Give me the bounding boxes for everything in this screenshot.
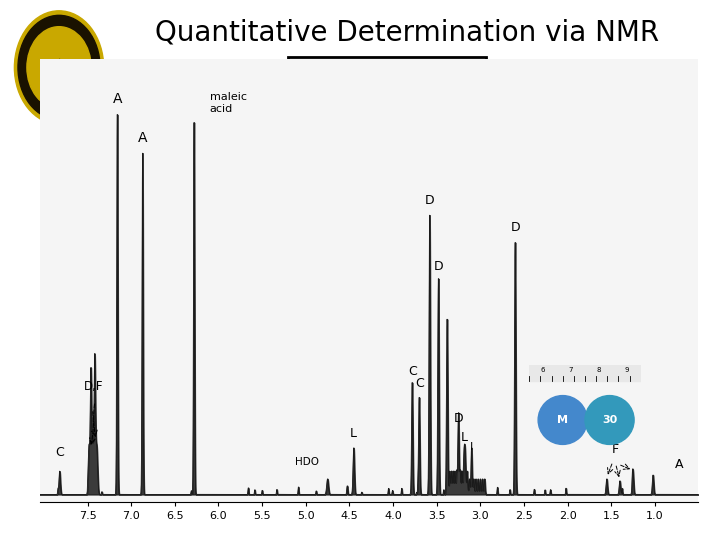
Ellipse shape: [27, 26, 91, 109]
Text: maleic
acid: maleic acid: [210, 92, 247, 114]
Text: D,F: D,F: [84, 381, 104, 394]
Text: 9: 9: [624, 367, 629, 373]
Text: D=Dipyrone = 17.4%: D=Dipyrone = 17.4%: [279, 214, 444, 229]
Text: A: A: [675, 458, 683, 471]
FancyBboxPatch shape: [288, 57, 486, 140]
Text: D: D: [510, 221, 520, 234]
Text: D: D: [425, 194, 434, 207]
Circle shape: [538, 396, 588, 444]
Text: 30: 30: [602, 415, 617, 425]
Text: A=Acetaminophen = 26.1%: A=Acetaminophen = 26.1%: [279, 154, 493, 170]
Text: ★: ★: [53, 57, 66, 72]
Text: D: D: [454, 411, 463, 424]
Text: Counterfeit
oxycodone tablets: Counterfeit oxycodone tablets: [305, 75, 496, 123]
Text: 6: 6: [541, 367, 546, 373]
Text: 7: 7: [569, 367, 573, 373]
Text: C: C: [415, 376, 423, 389]
Circle shape: [585, 396, 634, 444]
Text: F=Fentanyl = 1.3%: F=Fentanyl = 1.3%: [279, 244, 427, 259]
Text: Solvent=D₂O
Maleic acid=ISTD: Solvent=D₂O Maleic acid=ISTD: [112, 297, 222, 329]
Text: I: I: [470, 442, 473, 451]
Text: L=Lactose = 15.6%: L=Lactose = 15.6%: [279, 273, 430, 288]
FancyBboxPatch shape: [108, 286, 227, 340]
Text: M: M: [557, 415, 568, 425]
Text: L: L: [350, 427, 357, 440]
Text: D: D: [433, 260, 444, 273]
Ellipse shape: [14, 11, 104, 124]
Text: A: A: [112, 92, 122, 106]
Text: C: C: [408, 365, 417, 378]
FancyBboxPatch shape: [266, 143, 479, 297]
Text: F: F: [612, 443, 619, 456]
Text: C=Caffeine = 3.2%: C=Caffeine = 3.2%: [279, 184, 427, 199]
Text: L: L: [461, 431, 468, 444]
Text: A: A: [138, 131, 148, 145]
Text: HDO: HDO: [294, 457, 319, 467]
Text: Quantitative Determination via NMR: Quantitative Determination via NMR: [155, 19, 659, 47]
Text: C: C: [55, 447, 64, 460]
Text: 8: 8: [597, 367, 601, 373]
Bar: [529, 364, 641, 381]
Ellipse shape: [18, 15, 100, 120]
